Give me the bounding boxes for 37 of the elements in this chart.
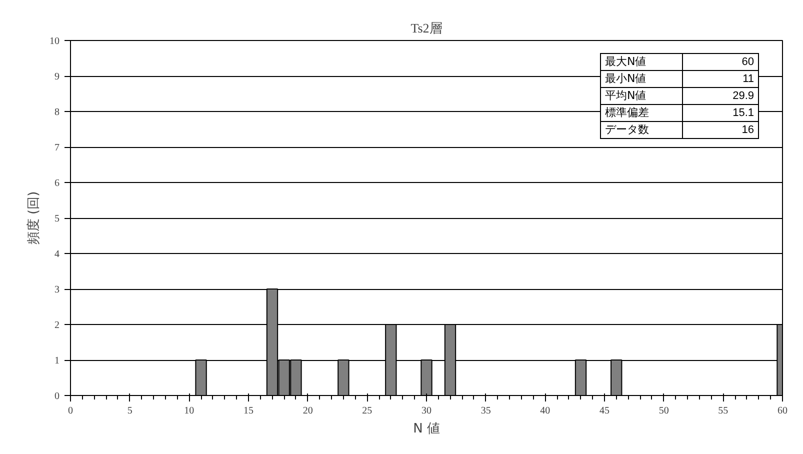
y-tick-label: 5 bbox=[54, 214, 60, 224]
y-tick-label: 1 bbox=[54, 356, 60, 366]
x-tick-label: 5 bbox=[127, 406, 132, 416]
y-tick-label: 9 bbox=[54, 72, 60, 82]
x-tick-label: 55 bbox=[718, 406, 728, 416]
x-tick-label: 50 bbox=[658, 406, 669, 416]
x-tick-label: 60 bbox=[778, 406, 788, 416]
x-tick-label: 15 bbox=[244, 406, 254, 416]
y-tick-label: 3 bbox=[54, 284, 60, 296]
annotation: データ数 bbox=[600, 122, 682, 138]
y-axis-title: 頻度 (回) bbox=[26, 191, 42, 245]
x-tick-label: 10 bbox=[184, 406, 194, 416]
x-tick-label: 25 bbox=[362, 406, 372, 416]
x-axis-title: N 値 bbox=[413, 422, 440, 436]
y-tick-label: 0 bbox=[54, 391, 60, 402]
annotation: 11 bbox=[682, 70, 758, 88]
y-tick-label: 10 bbox=[50, 36, 60, 47]
annotation: 60 bbox=[682, 54, 758, 70]
annotation: 16 bbox=[682, 122, 758, 138]
annotation: 標準偏差 bbox=[600, 104, 682, 122]
annotation: 15.1 bbox=[682, 104, 758, 122]
x-tick-label: 0 bbox=[68, 406, 73, 416]
y-tick-label: 8 bbox=[54, 107, 60, 118]
chart-title: Ts2層 bbox=[410, 20, 442, 36]
x-tick-label: 40 bbox=[540, 406, 550, 416]
x-tick-label: 30 bbox=[422, 406, 432, 416]
y-tick-label: 4 bbox=[54, 249, 60, 260]
x-tick-label: 45 bbox=[600, 406, 610, 416]
x-tick-label: 20 bbox=[302, 406, 313, 416]
y-tick-label: 2 bbox=[54, 320, 60, 331]
y-tick-label: 6 bbox=[54, 178, 60, 189]
x-tick-label: 35 bbox=[480, 406, 491, 416]
annotation: 最小N値 bbox=[600, 70, 682, 88]
annotation: 平均N値 bbox=[600, 88, 682, 104]
annotation: 29.9 bbox=[682, 88, 758, 104]
annotation: 最大N値 bbox=[600, 54, 682, 70]
y-tick-label: 7 bbox=[54, 142, 60, 154]
